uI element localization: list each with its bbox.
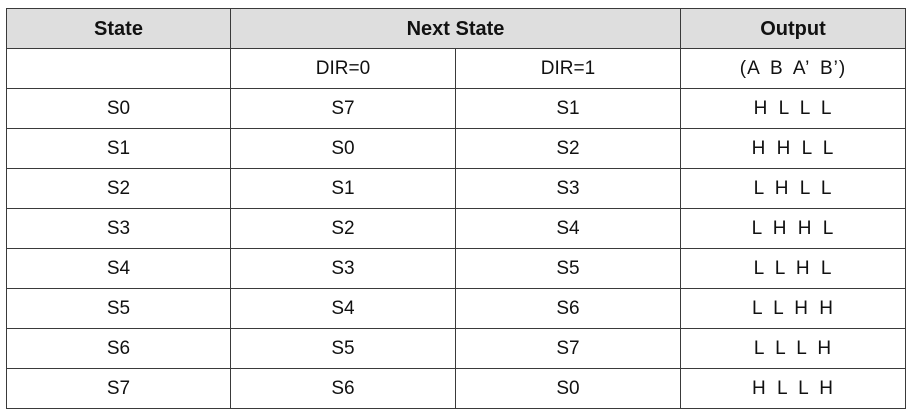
subheader-output: (A B A’ B’): [680, 48, 906, 89]
cell-dir1: S4: [455, 208, 681, 249]
table-row: S6 S5 S7 L L L H: [6, 328, 906, 369]
cell-state: S1: [6, 128, 231, 169]
subheader-dir0: DIR=0: [230, 48, 456, 89]
cell-dir1: S1: [455, 88, 681, 129]
cell-output: H H L L: [680, 128, 906, 169]
cell-output: L L H L: [680, 248, 906, 289]
cell-output: L L L H: [680, 328, 906, 369]
cell-dir1: S7: [455, 328, 681, 369]
cell-state: S2: [6, 168, 231, 209]
subheader-row: DIR=0 DIR=1 (A B A’ B’): [6, 48, 906, 89]
cell-output: L H L L: [680, 168, 906, 209]
state-table-container: State Next State Output DIR=0 DIR=1 (A B…: [6, 8, 906, 409]
cell-output: H L L L: [680, 88, 906, 129]
cell-dir1: S2: [455, 128, 681, 169]
table-row: S0 S7 S1 H L L L: [6, 88, 906, 129]
table-row: S4 S3 S5 L L H L: [6, 248, 906, 289]
cell-state: S0: [6, 88, 231, 129]
cell-state: S7: [6, 368, 231, 409]
subheader-state: [6, 48, 231, 89]
cell-state: S3: [6, 208, 231, 249]
cell-dir1: S0: [455, 368, 681, 409]
cell-dir0: S7: [230, 88, 456, 129]
cell-output: L H H L: [680, 208, 906, 249]
table-row: S5 S4 S6 L L H H: [6, 288, 906, 329]
table-row: S7 S6 S0 H L L H: [6, 368, 906, 409]
cell-state: S5: [6, 288, 231, 329]
cell-dir0: S0: [230, 128, 456, 169]
cell-dir0: S1: [230, 168, 456, 209]
header-state: State: [6, 8, 231, 49]
cell-dir0: S5: [230, 328, 456, 369]
cell-dir0: S4: [230, 288, 456, 329]
cell-dir1: S3: [455, 168, 681, 209]
cell-dir1: S5: [455, 248, 681, 289]
cell-dir0: S6: [230, 368, 456, 409]
cell-dir0: S2: [230, 208, 456, 249]
table-row: S3 S2 S4 L H H L: [6, 208, 906, 249]
state-transition-table: State Next State Output DIR=0 DIR=1 (A B…: [6, 8, 906, 409]
cell-output: L L H H: [680, 288, 906, 329]
header-output: Output: [680, 8, 906, 49]
cell-state: S6: [6, 328, 231, 369]
table-row: S1 S0 S2 H H L L: [6, 128, 906, 169]
cell-dir1: S6: [455, 288, 681, 329]
header-next-state: Next State: [230, 8, 681, 49]
table-row: S2 S1 S3 L H L L: [6, 168, 906, 209]
cell-state: S4: [6, 248, 231, 289]
cell-output: H L L H: [680, 368, 906, 409]
header-row: State Next State Output: [6, 8, 906, 49]
subheader-dir1: DIR=1: [455, 48, 681, 89]
cell-dir0: S3: [230, 248, 456, 289]
